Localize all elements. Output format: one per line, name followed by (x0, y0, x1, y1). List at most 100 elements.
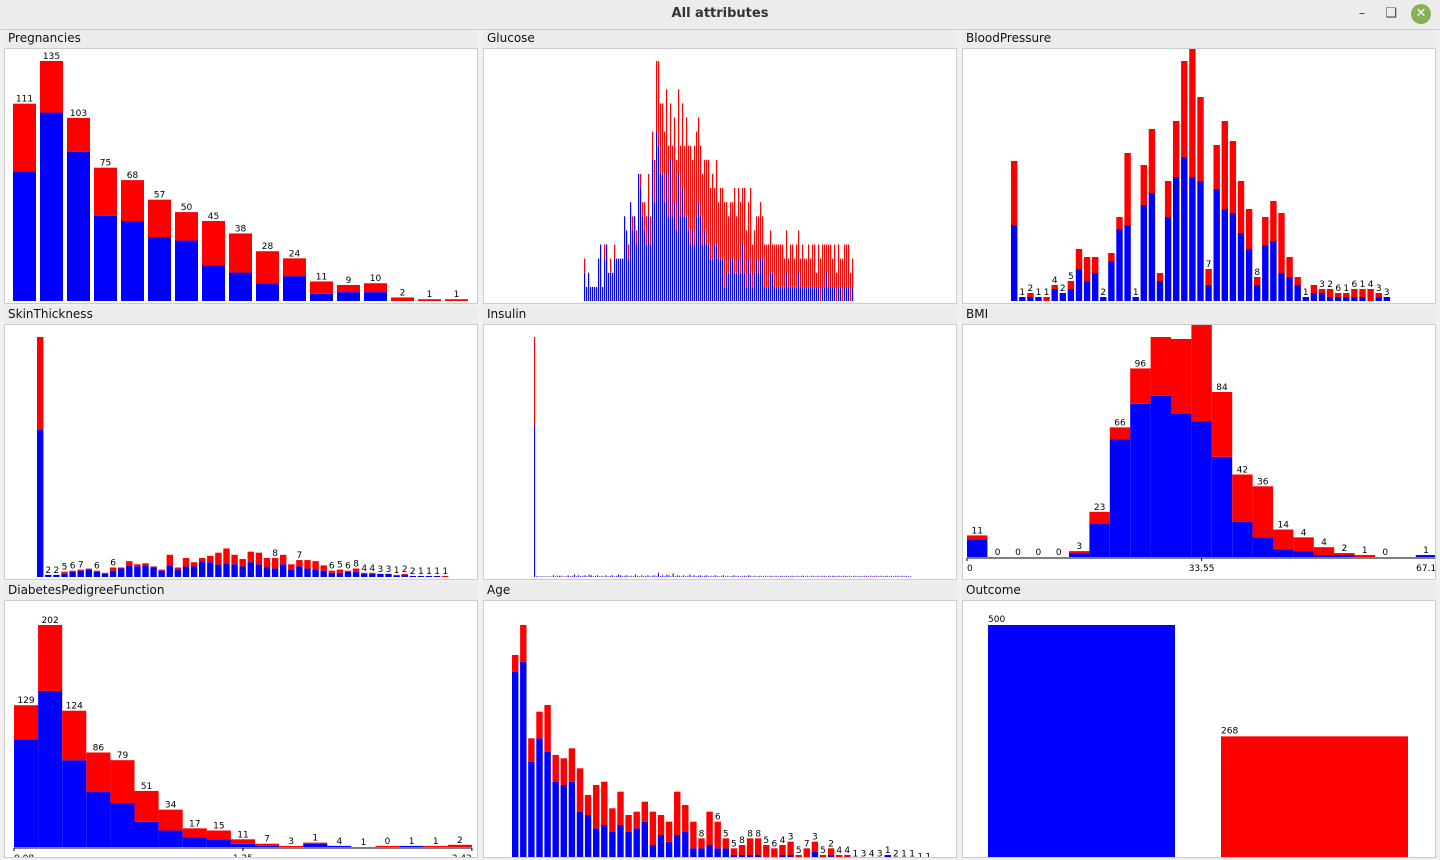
bar-positive (687, 575, 689, 577)
bar-negative (649, 576, 651, 577)
bar-positive (704, 159, 706, 231)
bar-negative (666, 173, 668, 301)
bar-positive (609, 575, 611, 577)
bar-positive (716, 575, 718, 577)
bar-negative (855, 576, 857, 577)
bar-positive (1011, 161, 1018, 225)
bar-negative (720, 576, 722, 577)
bar-negative (1059, 293, 1066, 301)
bar-positive (134, 564, 141, 567)
bar-positive (813, 575, 815, 577)
bar-positive (648, 173, 650, 217)
bar-positive (1245, 209, 1253, 249)
bar-positive (1116, 217, 1123, 229)
bar-positive (678, 575, 680, 577)
data-label: 1 (1343, 284, 1349, 294)
bar-negative (654, 202, 656, 301)
bar-positive (828, 244, 830, 287)
minimize-icon[interactable]: – (1358, 6, 1366, 21)
bar-positive (644, 202, 646, 231)
bar-negative (665, 841, 673, 857)
bar-negative (762, 576, 764, 577)
bar-negative (632, 230, 634, 301)
bar-negative (823, 576, 825, 577)
bar-positive (567, 575, 569, 576)
attribute-grid: Pregnancies 111 135 103 75 68 57 50 45 38 28 24 11 9… (0, 30, 1440, 860)
bar-positive (688, 145, 690, 231)
bar-positive (698, 838, 705, 849)
bar-positive (369, 572, 376, 574)
bar-negative (602, 286, 604, 301)
data-label: 1 (409, 837, 415, 847)
bar-positive (796, 575, 798, 577)
panel-title: BloodPressure (966, 31, 1052, 45)
bar-negative (728, 272, 730, 301)
bar-negative (280, 564, 287, 577)
bar-positive (672, 145, 674, 217)
data-label: 36 (1257, 477, 1269, 487)
bar-positive (328, 570, 335, 573)
bar-positive (628, 244, 630, 259)
bar-negative (283, 276, 306, 301)
bar-negative (546, 576, 548, 577)
data-label: 6 (772, 839, 778, 849)
data-label: 1 (885, 846, 891, 856)
bar-negative (809, 576, 811, 577)
bar-positive (692, 159, 694, 231)
bar-negative (741, 576, 743, 577)
bar-positive (850, 272, 852, 301)
maximize-icon[interactable]: ❏ (1385, 6, 1397, 21)
data-label: 4 (869, 849, 875, 858)
bar-positive (812, 244, 814, 287)
data-label: 3 (1076, 542, 1082, 552)
bar-negative (207, 562, 214, 577)
data-label: 3 (877, 849, 883, 858)
bar-positive (855, 575, 857, 577)
bar-negative (385, 573, 392, 577)
bar-negative (584, 815, 592, 857)
bar-negative (271, 568, 279, 577)
bar-negative (649, 845, 657, 857)
bar-negative (762, 258, 764, 301)
bar-negative (730, 855, 738, 857)
data-label: 268 (1221, 726, 1238, 736)
bar-positive (738, 188, 740, 259)
bar-negative (760, 258, 762, 301)
bar-negative (798, 272, 800, 301)
data-label: 34 (165, 801, 177, 811)
bar-negative (884, 576, 886, 577)
close-icon[interactable]: ✕ (1411, 4, 1431, 24)
bar-positive (658, 61, 660, 146)
bar-positive (784, 258, 786, 287)
bar-positive (686, 117, 688, 217)
bar-positive (534, 337, 536, 426)
bar-negative (748, 575, 750, 577)
data-label: 15 (213, 822, 224, 832)
bar-negative (134, 821, 159, 847)
data-label: 1 (1133, 288, 1139, 298)
bar-positive (702, 173, 704, 245)
bar-positive (895, 575, 897, 577)
data-label: 1 (1362, 546, 1368, 556)
bar-positive (666, 574, 668, 576)
bar-negative (700, 216, 702, 301)
bar-negative (710, 258, 712, 301)
data-label: 6 (345, 562, 351, 572)
bar-negative (816, 286, 818, 301)
bar-negative (794, 576, 796, 577)
bar-negative (778, 286, 780, 301)
bar-positive (158, 809, 183, 831)
bar-positive (199, 557, 206, 562)
bar-negative (601, 825, 608, 857)
bar-negative (1027, 297, 1034, 301)
bar-positive (654, 159, 656, 203)
bar-negative (633, 828, 640, 857)
bar-negative (560, 785, 567, 857)
bar-positive (1354, 555, 1375, 557)
bar-negative (328, 572, 335, 577)
bar-negative (62, 760, 87, 847)
bar-positive (352, 568, 360, 572)
bar-positive (582, 575, 584, 577)
data-label: 8 (272, 549, 278, 559)
bar-negative (1262, 245, 1269, 301)
